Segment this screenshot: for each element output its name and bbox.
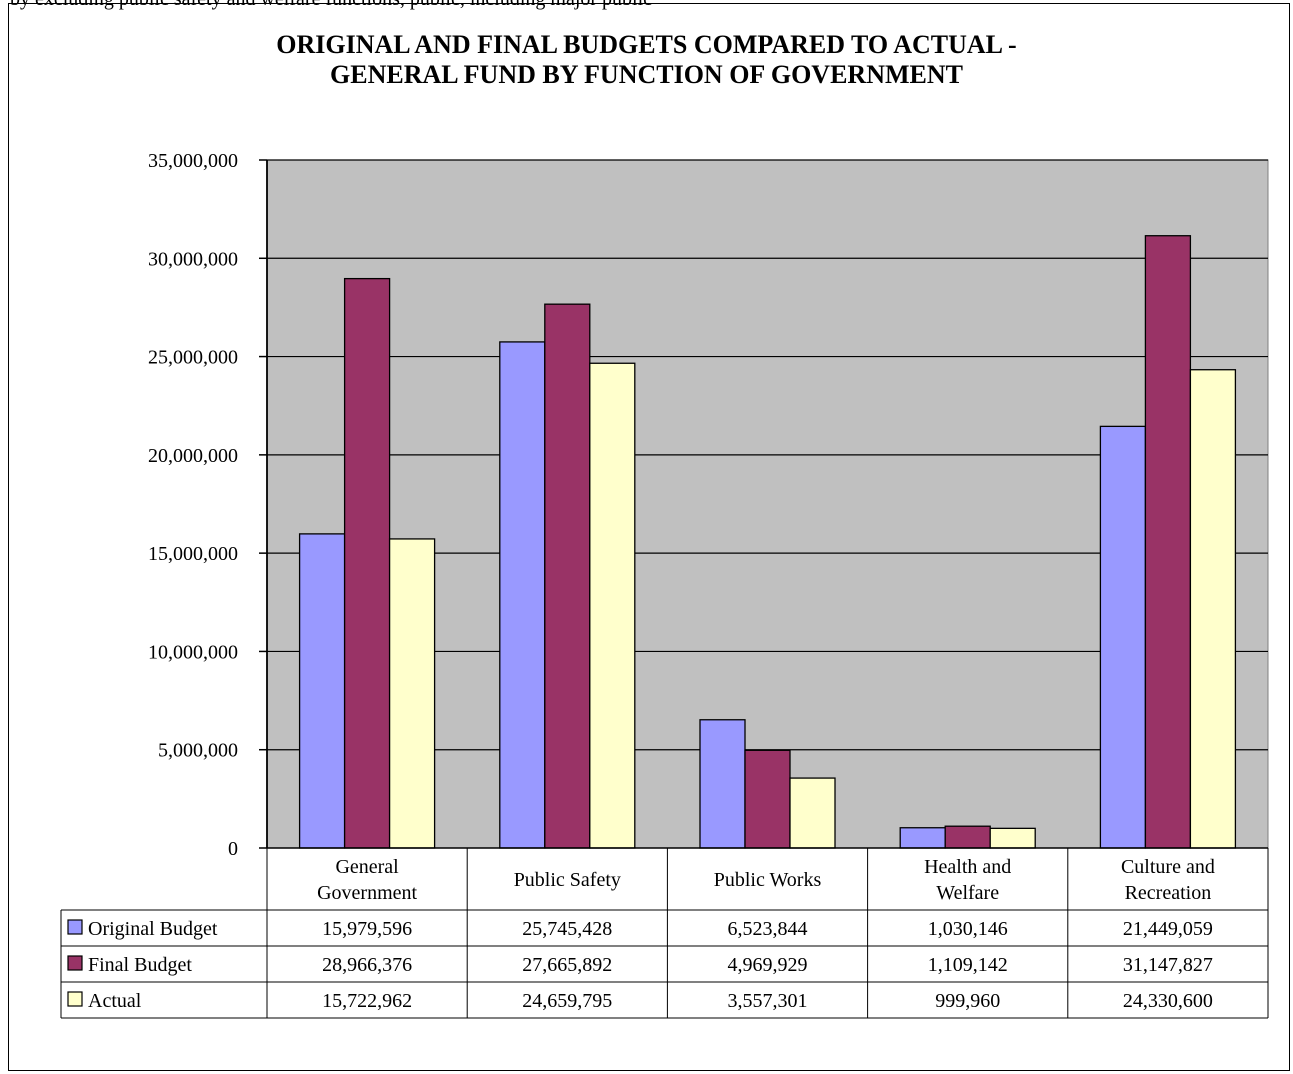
- bar: [589, 362, 636, 849]
- bar: [388, 538, 436, 849]
- series-name: Original Budget: [88, 918, 218, 940]
- category-label: Public Works: [714, 869, 822, 891]
- data-value: 3,557,301: [728, 990, 808, 1012]
- category-label: Government: [317, 882, 417, 904]
- data-value: 1,109,142: [928, 954, 1008, 976]
- chart-title: ORIGINAL AND FINAL BUDGETS COMPARED TO A…: [0, 30, 1293, 90]
- chart-title-line-1: ORIGINAL AND FINAL BUDGETS COMPARED TO A…: [276, 30, 1017, 59]
- data-value: 4,969,929: [728, 954, 808, 976]
- y-tick-label: 20,000,000: [148, 445, 238, 467]
- legend-key: [67, 955, 83, 971]
- legend-key: [67, 919, 83, 935]
- bar: [298, 533, 346, 849]
- page-top-text: by excluding public safety and welfare f…: [10, 0, 652, 11]
- category-label: Recreation: [1125, 882, 1212, 904]
- data-value: 24,330,600: [1123, 990, 1213, 1012]
- series-name: Final Budget: [88, 954, 192, 976]
- bar: [944, 825, 991, 849]
- y-tick-label: 35,000,000: [148, 150, 238, 172]
- chart-title-line-2: GENERAL FUND BY FUNCTION OF GOVERNMENT: [330, 60, 963, 89]
- data-value: 27,665,892: [522, 954, 612, 976]
- y-tick-label: 5,000,000: [158, 740, 238, 762]
- bar: [499, 341, 546, 849]
- bar: [1189, 369, 1237, 849]
- category-label: Culture and: [1121, 856, 1215, 878]
- bar: [544, 303, 591, 849]
- bar: [1144, 235, 1192, 849]
- y-tick-label: 0: [228, 838, 238, 860]
- legend-key: [67, 991, 83, 1007]
- bar: [744, 749, 791, 849]
- chart-frame: [8, 3, 1290, 1071]
- bar: [699, 719, 746, 849]
- data-value: 28,966,376: [322, 954, 412, 976]
- y-tick-label: 30,000,000: [148, 248, 238, 270]
- bar: [1099, 425, 1147, 849]
- data-value: 1,030,146: [928, 918, 1008, 940]
- category-label: Health and: [924, 856, 1011, 878]
- category-label: Welfare: [936, 882, 999, 904]
- y-tick-label: 25,000,000: [148, 347, 238, 369]
- data-value: 24,659,795: [522, 990, 612, 1012]
- data-value: 999,960: [935, 990, 1000, 1012]
- data-value: 25,745,428: [522, 918, 612, 940]
- data-value: 21,449,059: [1123, 918, 1213, 940]
- data-value: 6,523,844: [728, 918, 808, 940]
- y-tick-label: 10,000,000: [148, 641, 238, 663]
- category-label: General: [335, 856, 399, 878]
- bar: [989, 827, 1036, 849]
- bar: [899, 827, 946, 849]
- data-value: 15,979,596: [322, 918, 412, 940]
- bar: [343, 277, 391, 849]
- data-value: 31,147,827: [1123, 954, 1213, 976]
- y-tick-label: 15,000,000: [148, 543, 238, 565]
- bar: [789, 777, 836, 849]
- data-value: 15,722,962: [322, 990, 412, 1012]
- category-label: Public Safety: [514, 869, 621, 891]
- series-name: Actual: [88, 990, 142, 1012]
